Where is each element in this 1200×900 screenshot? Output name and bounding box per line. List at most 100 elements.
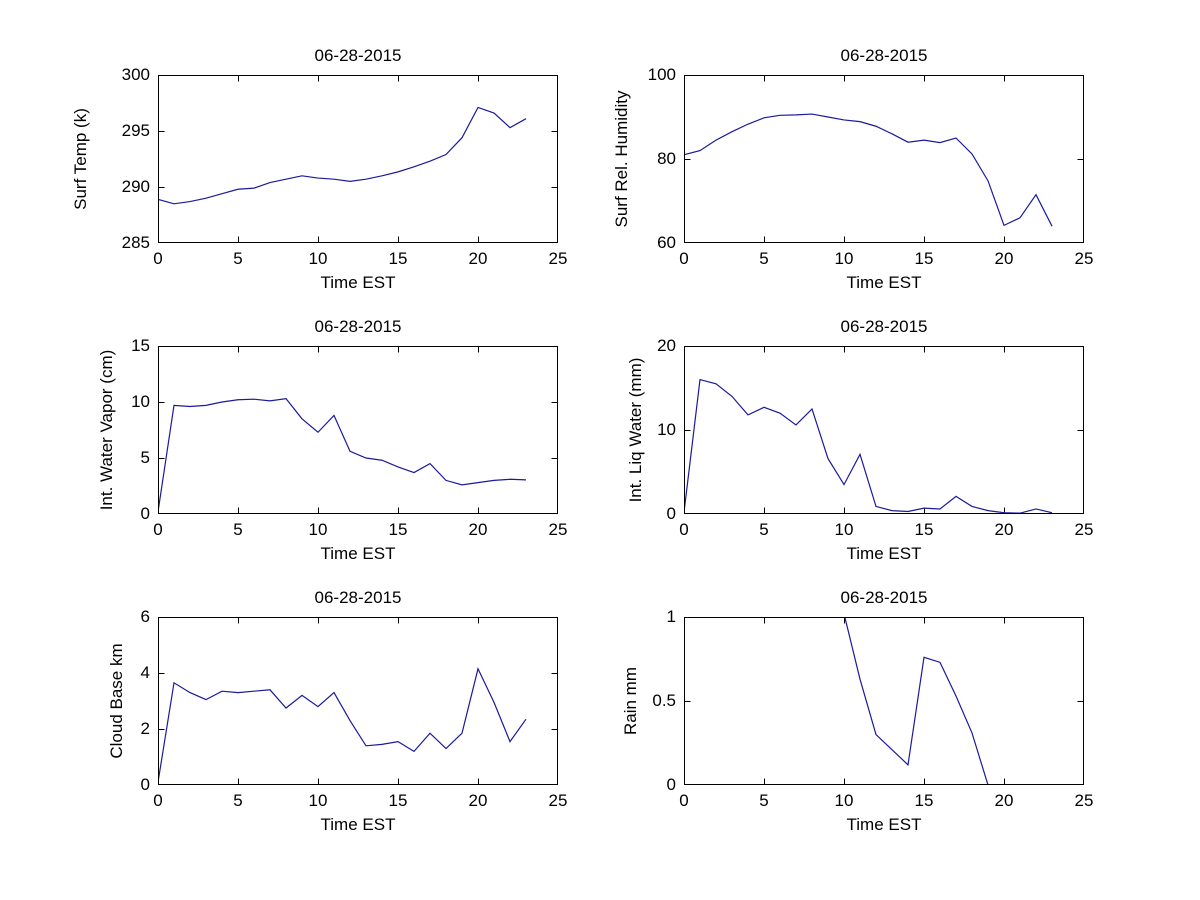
plot-area [158, 617, 558, 785]
plot-svg [158, 346, 558, 514]
x-tick-label: 20 [994, 520, 1014, 539]
x-tick-label: 0 [679, 249, 689, 268]
axes-border [684, 75, 1084, 243]
y-tick-label: 10 [657, 420, 676, 439]
x-tick-label: 5 [759, 791, 769, 810]
y-tick-label: 20 [657, 336, 676, 355]
x-axis-label: Time EST [320, 273, 396, 292]
plot-area [684, 346, 1084, 514]
y-tick-label: 0 [666, 504, 676, 523]
axes-border [158, 617, 558, 785]
x-tick-label: 5 [233, 791, 243, 810]
x-tick-label: 15 [914, 249, 934, 268]
x-tick-label: 25 [1074, 249, 1094, 268]
y-tick-label: 80 [657, 149, 676, 168]
x-tick-label: 25 [1074, 791, 1094, 810]
plot-svg [684, 346, 1084, 514]
data-series-line [159, 397, 527, 510]
subplot-title: 06-28-2015 [314, 46, 402, 65]
x-tick-label: 25 [1074, 520, 1094, 539]
x-axis-label: Time EST [320, 544, 396, 563]
x-tick-label: 0 [679, 520, 689, 539]
axes-border [158, 75, 558, 243]
axes-border [684, 346, 1084, 514]
x-tick-label: 20 [994, 791, 1014, 810]
x-tick-label: 25 [548, 249, 568, 268]
x-tick-label: 5 [759, 520, 769, 539]
subplot-title: 06-28-2015 [840, 588, 928, 607]
subplot-water-vapor: 06-28-2015 Int. Water Vapor (cm) Time ES… [97, 317, 567, 563]
x-tick-label: 15 [388, 520, 408, 539]
data-series-line [844, 618, 989, 784]
data-series-line [159, 106, 527, 205]
subplot-rel-humidity: 06-28-2015 Surf Rel. Humidity Time EST 0… [612, 46, 1093, 292]
x-tick-label: 15 [388, 791, 408, 810]
y-tick-label: 4 [140, 663, 150, 682]
x-tick-label: 20 [468, 249, 488, 268]
y-tick-label: 2 [140, 719, 150, 738]
axis-ticks [684, 346, 1084, 514]
x-axis-label: Time EST [846, 544, 922, 563]
x-tick-label: 5 [233, 520, 243, 539]
x-axis-label: Time EST [320, 815, 396, 834]
plot-svg [158, 617, 558, 785]
y-tick-label: 1 [666, 607, 676, 626]
x-tick-label: 0 [679, 791, 689, 810]
subplot-title: 06-28-2015 [840, 46, 928, 65]
x-tick-label: 0 [153, 520, 163, 539]
plot-area [158, 346, 558, 514]
x-tick-label: 10 [308, 249, 328, 268]
axis-ticks [684, 75, 1084, 243]
x-tick-label: 20 [994, 249, 1014, 268]
x-axis-label: Time EST [846, 273, 922, 292]
plot-area [684, 75, 1084, 243]
x-tick-label: 25 [548, 520, 568, 539]
axes-border [684, 617, 1084, 785]
y-tick-label: 6 [140, 607, 150, 626]
plot-svg [684, 617, 1084, 785]
x-tick-label: 10 [834, 520, 854, 539]
x-tick-label: 10 [834, 249, 854, 268]
plot-svg [684, 75, 1084, 243]
y-tick-label: 15 [131, 336, 150, 355]
y-tick-label: 0 [666, 775, 676, 794]
y-tick-label: 295 [121, 121, 150, 140]
subplot-liq-water: 06-28-2015 Int. Liq Water (mm) Time EST … [626, 317, 1093, 563]
axis-ticks [158, 617, 558, 785]
x-tick-label: 10 [308, 791, 328, 810]
x-axis-label: Time EST [846, 815, 922, 834]
y-tick-label: 60 [657, 233, 676, 252]
y-tick-label: 285 [121, 233, 150, 252]
data-series-line [159, 667, 527, 780]
x-tick-label: 25 [548, 791, 568, 810]
subplot-title: 06-28-2015 [840, 317, 928, 336]
y-tick-label: 0.5 [652, 691, 676, 710]
data-series-line [685, 378, 1053, 513]
x-tick-label: 0 [153, 249, 163, 268]
subplot-title: 06-28-2015 [314, 317, 402, 336]
x-tick-label: 15 [388, 249, 408, 268]
plot-area [684, 617, 1084, 785]
y-tick-label: 100 [647, 65, 676, 84]
plot-svg [158, 75, 558, 243]
x-tick-label: 15 [914, 520, 934, 539]
data-series-line [685, 113, 1053, 227]
x-tick-label: 10 [308, 520, 328, 539]
axis-ticks [158, 346, 558, 514]
x-tick-label: 5 [233, 249, 243, 268]
x-tick-label: 10 [834, 791, 854, 810]
y-axis-label: Int. Water Vapor (cm) [97, 349, 116, 511]
y-tick-label: 5 [140, 448, 150, 467]
y-tick-label: 10 [131, 392, 150, 411]
subplot-surf-temp: 06-28-2015 Surf Temp (k) Time EST 0 5 10 15… [71, 46, 567, 292]
axis-ticks [684, 617, 1084, 785]
subplot-title: 06-28-2015 [314, 588, 402, 607]
plot-area [158, 75, 558, 243]
y-tick-label: 290 [121, 177, 150, 196]
y-axis-label: Surf Temp (k) [71, 108, 90, 210]
y-tick-label: 0 [140, 775, 150, 794]
y-tick-label: 300 [121, 65, 150, 84]
x-tick-label: 20 [468, 791, 488, 810]
subplot-rain: 06-28-2015 Rain mm Time EST 0 5 10 15 20 25 0 0… [621, 588, 1093, 834]
